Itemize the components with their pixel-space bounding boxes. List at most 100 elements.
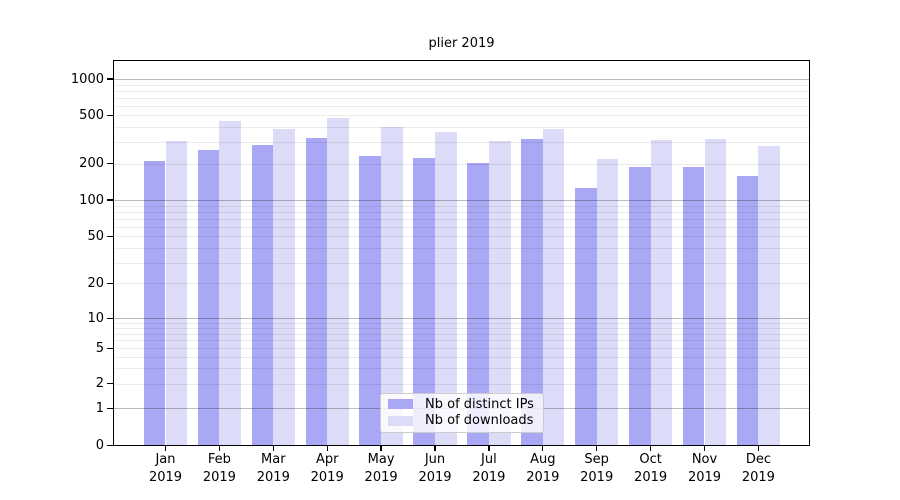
- plot-area: [113, 60, 810, 446]
- x-tick-mark-apr: [326, 445, 328, 451]
- x-tick-mark-oct: [649, 445, 652, 451]
- x-tick-month: Nov: [691, 452, 718, 467]
- x-tick-year: 2019: [256, 470, 290, 485]
- x-tick-year: 2019: [634, 470, 668, 485]
- y-tick-label-500: 500: [79, 107, 104, 123]
- x-tick-year: 2019: [202, 470, 236, 485]
- bar-downloads-oct: [650, 140, 673, 445]
- y-tick-mark-2: [107, 382, 113, 385]
- bar-ips-sep: [575, 187, 597, 445]
- x-tick-year: 2019: [580, 470, 614, 485]
- bar-ips-mar: [251, 144, 274, 445]
- gridline-minor-900: [114, 84, 809, 86]
- x-tick-year: 2019: [741, 470, 775, 485]
- gridline-minor-800: [114, 90, 809, 92]
- x-tick-month: Oct: [639, 452, 662, 467]
- y-tick-label-10: 10: [87, 310, 104, 326]
- bar-downloads-aug: [542, 129, 565, 445]
- y-tick-label-5: 5: [95, 340, 104, 356]
- bar-ips-aug: [521, 138, 543, 445]
- x-tick-label-nov: Nov 2019: [670, 451, 740, 487]
- x-tick-month: May: [367, 452, 395, 467]
- bar-downloads-apr: [327, 118, 349, 445]
- x-tick-label-sep: Sep 2019: [562, 451, 632, 487]
- x-tick-mark-feb: [218, 445, 221, 451]
- y-tick-mark-0: [107, 444, 113, 447]
- x-tick-label-jan: Jan 2019: [131, 451, 201, 487]
- y-tick-mark-1: [107, 407, 113, 409]
- bar-ips-jun: [413, 158, 435, 445]
- x-tick-month: Mar: [261, 452, 286, 467]
- bar-ips-jul: [467, 162, 489, 445]
- x-tick-label-dec: Dec 2019: [723, 451, 793, 487]
- x-tick-label-aug: Aug 2019: [508, 451, 578, 487]
- x-tick-year: 2019: [364, 470, 398, 485]
- y-tick-label-100: 100: [79, 192, 104, 208]
- bar-downloads-jan: [165, 141, 188, 445]
- y-tick-mark-100: [107, 199, 113, 201]
- x-tick-month: Jan: [155, 452, 176, 467]
- bar-downloads-feb: [219, 120, 242, 445]
- bar-ips-nov: [682, 166, 705, 445]
- x-tick-label-feb: Feb 2019: [184, 451, 254, 487]
- x-tick-label-jun: Jun 2019: [400, 451, 470, 487]
- x-tick-mark-jan: [164, 445, 167, 451]
- bar-ips-feb: [197, 150, 220, 445]
- legend: Nb of distinct IPs Nb of downloads: [380, 392, 544, 433]
- legend-label-downloads: Nb of downloads: [425, 413, 534, 429]
- x-tick-year: 2019: [687, 470, 722, 485]
- y-tick-mark-200: [107, 162, 113, 165]
- bar-ips-may: [359, 156, 382, 445]
- legend-swatch-distinct-ips-icon: [388, 399, 413, 410]
- y-tick-label-50: 50: [87, 228, 104, 244]
- x-tick-year: 2019: [472, 470, 506, 485]
- x-tick-month: Jun: [424, 452, 446, 467]
- gridline-minor-400: [114, 127, 809, 129]
- y-tick-label-200: 200: [79, 156, 104, 172]
- x-tick-mark-mar: [272, 445, 274, 451]
- y-tick-mark-50: [107, 235, 113, 238]
- x-tick-month: Aug: [530, 452, 556, 467]
- x-tick-year: 2019: [418, 470, 452, 485]
- y-tick-mark-5: [107, 347, 113, 349]
- x-tick-mark-may: [380, 445, 382, 451]
- x-tick-label-mar: Mar 2019: [238, 451, 308, 487]
- bar-ips-jan: [143, 161, 166, 445]
- x-tick-year: 2019: [526, 470, 560, 485]
- legend-entry-distinct-ips: Nb of distinct IPs: [388, 397, 543, 412]
- y-tick-mark-1000: [107, 78, 113, 80]
- x-tick-month: Feb: [207, 452, 231, 467]
- gridline-minor-700: [114, 97, 809, 99]
- x-tick-month: Sep: [584, 452, 609, 467]
- chart-title: plier 2019: [428, 36, 495, 51]
- y-tick-label-1: 1: [95, 400, 104, 416]
- bar-ips-apr: [305, 138, 328, 445]
- x-tick-month: Apr: [315, 452, 339, 467]
- y-tick-mark-20: [107, 282, 113, 284]
- legend-swatch-downloads-icon: [388, 415, 413, 426]
- x-tick-year: 2019: [310, 470, 344, 485]
- bar-downloads-nov: [704, 139, 727, 445]
- y-tick-label-2: 2: [95, 376, 104, 391]
- bar-ips-dec: [736, 175, 759, 445]
- y-tick-mark-500: [107, 114, 113, 117]
- x-tick-mark-sep: [596, 445, 598, 451]
- gridline-minor-600: [114, 105, 809, 107]
- gridline-major-1000: [114, 79, 809, 80]
- legend-entry-downloads: Nb of downloads: [388, 413, 543, 428]
- x-tick-mark-jul: [488, 445, 490, 451]
- x-tick-mark-dec: [757, 445, 760, 451]
- y-tick-label-20: 20: [87, 275, 104, 291]
- x-tick-label-may: May 2019: [346, 451, 416, 487]
- x-tick-label-jul: Jul 2019: [454, 451, 524, 487]
- gridline-minor-500: [114, 115, 809, 117]
- x-tick-mark-aug: [542, 445, 544, 451]
- x-tick-label-oct: Oct 2019: [616, 451, 686, 487]
- bar-downloads-jun: [435, 131, 457, 445]
- y-tick-label-0: 0: [95, 438, 104, 453]
- x-tick-month: Jul: [481, 452, 497, 467]
- x-tick-label-apr: Apr 2019: [292, 451, 362, 487]
- bar-downloads-mar: [273, 129, 295, 445]
- y-tick-mark-10: [107, 317, 113, 319]
